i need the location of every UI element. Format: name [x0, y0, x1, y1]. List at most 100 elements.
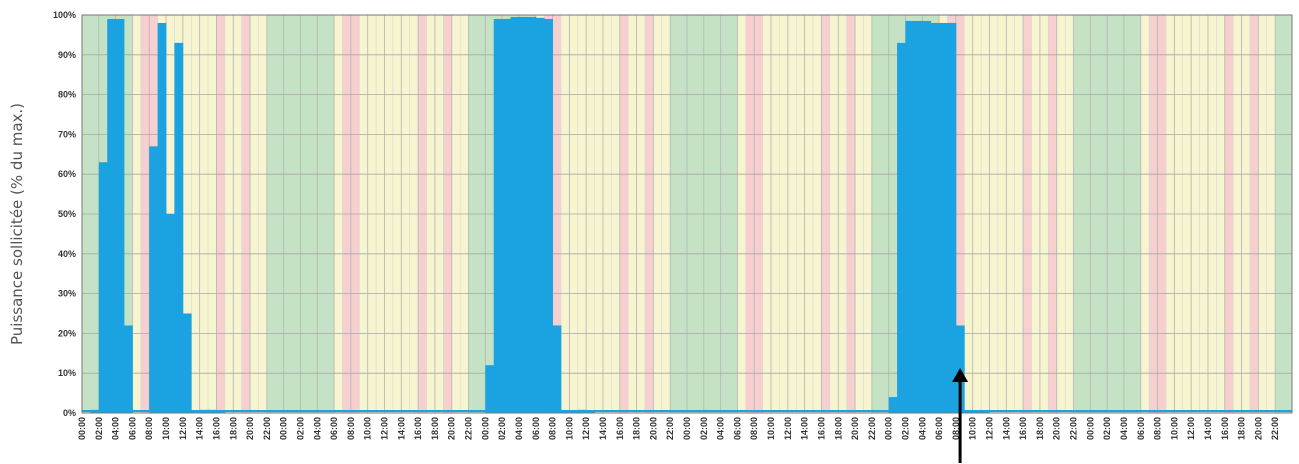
power-bar: [544, 18, 553, 413]
x-tick-label: 08:00: [144, 417, 154, 440]
x-tick-label: 16:00: [413, 417, 423, 440]
x-tick-label: 18:00: [228, 417, 238, 440]
x-tick-label: 06:00: [1136, 417, 1146, 440]
x-tick-label: 02:00: [1102, 417, 1112, 440]
x-tick-label: 20:00: [245, 417, 255, 440]
power-bar: [115, 18, 125, 413]
x-tick-label: 00:00: [480, 417, 490, 440]
power-bar: [888, 397, 898, 413]
power-bar: [485, 365, 495, 413]
x-tick-label: 06:00: [329, 417, 339, 440]
x-tick-label: 14:00: [1001, 417, 1011, 440]
power-bar: [174, 42, 184, 414]
x-tick-label: 02:00: [94, 417, 104, 440]
x-tick-label: 16:00: [615, 417, 625, 440]
y-tick-label: 70%: [58, 129, 76, 139]
x-tick-label: 20:00: [1052, 417, 1062, 440]
y-tick-label: 50%: [58, 209, 76, 219]
y-tick-label: 10%: [58, 368, 76, 378]
x-tick-label: 22:00: [1270, 417, 1280, 440]
x-tick-label: 12:00: [1186, 417, 1196, 440]
y-tick-label: 80%: [58, 90, 76, 100]
power-bar: [157, 22, 167, 414]
x-tick-label: 18:00: [1035, 417, 1045, 440]
arrow-head: [952, 368, 969, 382]
power-bar: [930, 22, 940, 414]
x-tick-label: 06:00: [934, 417, 944, 440]
x-tick-label: 14:00: [800, 417, 810, 440]
x-tick-label: 18:00: [1237, 417, 1247, 440]
x-tick-label: 00:00: [1085, 417, 1095, 440]
x-tick-label: 02:00: [497, 417, 507, 440]
x-tick-label: 02:00: [295, 417, 305, 440]
x-tick-label: 06:00: [732, 417, 742, 440]
x-tick-label: 08:00: [951, 417, 961, 440]
power-bar: [98, 162, 108, 413]
y-tick-label: 60%: [58, 169, 76, 179]
power-bar: [502, 18, 511, 413]
x-tick-label: 20:00: [1253, 417, 1263, 440]
x-tick-label: 18:00: [430, 417, 440, 440]
power-bar: [518, 16, 528, 414]
x-tick-label: 14:00: [1203, 417, 1213, 440]
power-bar: [166, 214, 175, 413]
power-bar: [182, 313, 192, 413]
power-bar: [947, 22, 957, 414]
x-tick-label: 10:00: [766, 417, 776, 440]
x-tick-label: 22:00: [262, 417, 272, 440]
x-tick-label: 20:00: [850, 417, 860, 440]
x-tick-label: 04:00: [716, 417, 726, 440]
x-tick-label: 08:00: [749, 417, 759, 440]
power-bar: [107, 18, 117, 413]
x-tick-label: 14:00: [396, 417, 406, 440]
power-bar: [527, 16, 537, 414]
power-bar: [493, 18, 503, 413]
x-tick-label: 04:00: [917, 417, 927, 440]
x-tick-label: 06:00: [127, 417, 137, 440]
x-tick-label: 00:00: [884, 417, 894, 440]
x-tick-label: 04:00: [514, 417, 524, 440]
x-tick-label: 14:00: [598, 417, 608, 440]
x-tick-label: 10:00: [1169, 417, 1179, 440]
y-tick-label: 40%: [58, 249, 76, 259]
power-bar: [913, 20, 923, 413]
x-tick-label: 10:00: [564, 417, 574, 440]
x-tick-label: 00:00: [682, 417, 692, 440]
x-tick-label: 06:00: [531, 417, 541, 440]
power-bar: [922, 20, 932, 413]
x-tick-label: 00:00: [279, 417, 289, 440]
x-tick-label: 22:00: [464, 417, 474, 440]
x-tick-label: 00:00: [77, 417, 87, 440]
x-tick-label: 12:00: [178, 417, 188, 440]
y-axis-ticks: 0% 10% 20% 30% 40% 50% 60% 70% 80% 90% 100%: [53, 10, 76, 418]
x-tick-label: 10:00: [161, 417, 171, 440]
plot-frame: [81, 14, 1293, 414]
y-axis-title: Puissance sollicitée (% du max.): [8, 103, 26, 345]
y-tick-label: 30%: [58, 289, 76, 299]
x-tick-label: 02:00: [900, 417, 910, 440]
x-tick-label: 22:00: [867, 417, 877, 440]
y-tick-label: 20%: [58, 328, 76, 338]
x-tick-label: 18:00: [833, 417, 843, 440]
y-tick-label: 100%: [53, 10, 76, 20]
x-tick-label: 04:00: [312, 417, 322, 440]
x-tick-label: 18:00: [632, 417, 642, 440]
x-tick-label: 22:00: [1069, 417, 1079, 440]
power-bar: [535, 17, 545, 413]
x-tick-label: 12:00: [581, 417, 591, 440]
power-bar: [552, 325, 562, 413]
power-bar: [905, 20, 915, 413]
power-bar: [124, 325, 133, 413]
x-tick-label: 20:00: [447, 417, 457, 440]
x-tick-label: 12:00: [783, 417, 793, 440]
x-tick-label: 08:00: [346, 417, 356, 440]
power-bar: [939, 22, 948, 414]
x-tick-label: 12:00: [985, 417, 995, 440]
x-tick-label: 22:00: [665, 417, 675, 440]
x-tick-label: 20:00: [648, 417, 658, 440]
power-bar: [149, 146, 159, 413]
x-tick-label: 16:00: [816, 417, 826, 440]
x-tick-label: 04:00: [111, 417, 121, 440]
x-tick-label: 08:00: [548, 417, 558, 440]
